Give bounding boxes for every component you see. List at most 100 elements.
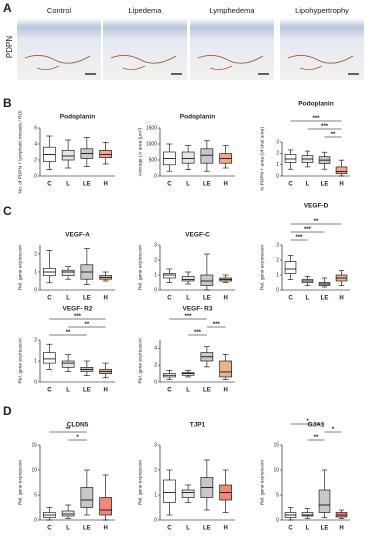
significance-label: * (306, 419, 309, 425)
y-tick-label: 1 (154, 492, 157, 498)
significance-label: ** (314, 435, 319, 441)
y-tick-label: 0 (276, 517, 279, 523)
box (181, 372, 195, 376)
x-tick-label: C (288, 296, 293, 302)
x-tick-label: H (223, 526, 227, 532)
panel-label: D (3, 404, 12, 418)
stained-vessel (287, 55, 354, 64)
panel-label: B (3, 96, 12, 110)
y-tick-label: 1500 (146, 125, 157, 131)
x-tick-label: L (66, 182, 70, 188)
x-tick-label: C (47, 526, 52, 532)
box (61, 510, 75, 517)
y-tick-label: 6 (34, 125, 37, 131)
x-tick-label: C (167, 526, 172, 532)
significance-label: ** (314, 219, 319, 225)
y-tick-label: 2 (154, 257, 157, 263)
x-tick-label: L (306, 526, 310, 532)
stained-vessel (110, 55, 177, 64)
y-tick-label: 1 (276, 162, 279, 168)
y-tick-label: 3 (154, 242, 157, 248)
y-tick-label: 1000 (146, 141, 157, 147)
x-tick-label: LE (83, 526, 91, 532)
y-tick-label: 4 (154, 346, 157, 352)
y-tick-label: 3 (276, 139, 279, 145)
image-title: Lymphedema (209, 6, 255, 15)
x-tick-label: L (66, 526, 70, 532)
image-title: Lipedema (129, 6, 163, 15)
y-tick-label: 0 (34, 517, 37, 523)
y-axis-label: No. of PDPN + lymphatic vessels / ROI (17, 110, 23, 193)
x-tick-label: C (47, 182, 52, 188)
x-tick-label: C (288, 526, 293, 532)
chart-title: VEGF- R3 (183, 306, 213, 313)
y-tick-label: 1 (34, 269, 37, 275)
y-tick-label: 1 (154, 272, 157, 278)
box (318, 489, 331, 513)
y-tick-label: 2 (34, 337, 37, 343)
chart-title: VEGF-A (65, 232, 90, 239)
y-axis-label: Average LV area (μm²) (137, 127, 143, 176)
y-tick-label: 0 (154, 379, 157, 385)
y-tick-label: 1 (34, 358, 37, 364)
box (301, 512, 314, 517)
chart-title: VEGF-D (304, 203, 329, 210)
box (181, 276, 195, 282)
y-tick-label: 5 (276, 492, 279, 498)
chart-title: GJA1 (308, 422, 325, 429)
image-title: Control (47, 6, 72, 15)
y-tick-label: 5 (34, 492, 37, 498)
box (200, 274, 214, 286)
significance-label: ** (331, 132, 336, 138)
x-tick-label: H (103, 526, 107, 532)
y-tick-label: 0 (154, 287, 157, 293)
significance-label: *** (304, 227, 312, 233)
significance-label: ** (66, 330, 71, 336)
x-tick-label: L (306, 296, 310, 302)
stained-vessel (122, 65, 146, 70)
significance-label: ** (85, 322, 90, 328)
significance-label: ** (66, 427, 71, 433)
y-tick-label: 10 (31, 467, 37, 473)
box (61, 150, 75, 161)
y-axis-label: % PDPN + area (of total area) (259, 127, 265, 191)
y-tick-label: 15 (273, 442, 279, 448)
box (284, 154, 297, 163)
x-tick-label: LE (203, 296, 211, 302)
chart-title: VEGF-C (185, 232, 210, 239)
y-tick-label: 15 (31, 442, 37, 448)
x-tick-label: H (223, 388, 227, 394)
significance-label: *** (295, 235, 303, 241)
y-tick-label: 3 (276, 242, 279, 248)
x-tick-label: LE (203, 526, 211, 532)
y-tick-label: 3 (154, 442, 157, 448)
x-tick-label: H (223, 296, 227, 302)
y-tick-label: 2 (154, 467, 157, 473)
x-tick-label: LE (83, 296, 91, 302)
x-tick-label: LE (321, 296, 329, 302)
y-axis-label: Rel. gene expression (17, 245, 23, 290)
chart-title: CLDN5 (67, 422, 89, 429)
x-tick-label: L (66, 388, 70, 394)
x-tick-label: H (339, 296, 343, 302)
box (43, 352, 56, 364)
chart-title: VEGF- R2 (63, 306, 93, 313)
y-tick-label: 1 (276, 272, 279, 278)
box (181, 489, 195, 498)
panel-label: A (3, 1, 12, 15)
box (80, 487, 94, 508)
y-tick-label: 0 (34, 379, 37, 385)
stained-vessel (24, 55, 91, 64)
micrograph (103, 18, 187, 80)
box (200, 148, 214, 164)
y-axis-label: Rel. gene expression (137, 460, 143, 505)
x-tick-label: C (167, 296, 172, 302)
y-axis-label: Rel. gene expression (259, 460, 265, 505)
significance-label: *** (312, 116, 320, 122)
box (163, 273, 176, 279)
box (61, 269, 75, 276)
box (163, 479, 176, 503)
y-tick-label: 2 (276, 151, 279, 157)
stained-vessel (36, 65, 60, 70)
chart-title: Podoplanin (298, 101, 333, 108)
